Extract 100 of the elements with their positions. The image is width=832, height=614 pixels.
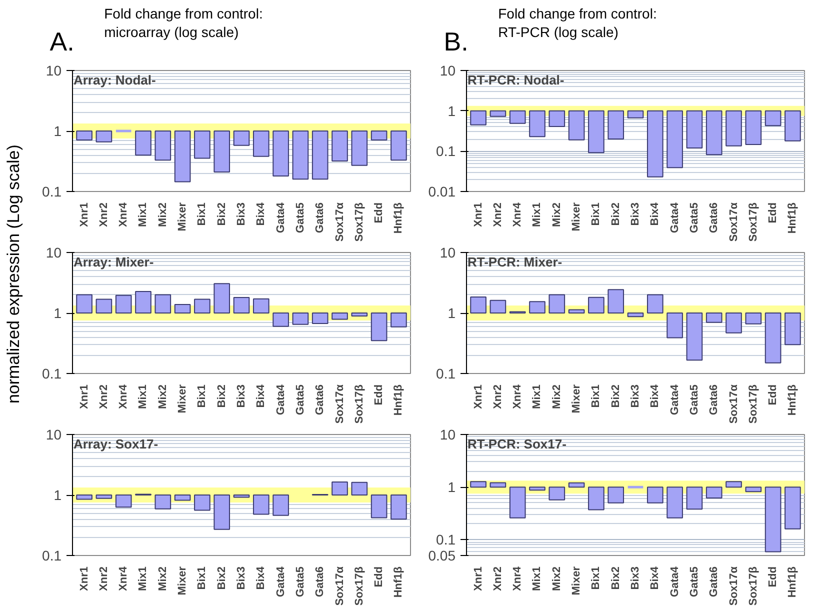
- x-tick-label: Gata4: [274, 384, 287, 416]
- bar: [351, 312, 368, 317]
- x-tick-label: Mixer: [570, 384, 583, 414]
- y-tick-label: 10: [46, 426, 62, 442]
- x-tick-label: Bix2: [216, 384, 228, 408]
- x-tick-label: Mixer: [176, 566, 189, 596]
- bar: [292, 312, 309, 325]
- x-tick-label: Bix4: [255, 566, 268, 590]
- y-tick-label: 0.05: [428, 548, 456, 564]
- bar: [135, 290, 152, 314]
- y-tick-label: 10: [440, 62, 456, 78]
- bar: [390, 494, 407, 520]
- bar: [726, 312, 742, 334]
- bar: [214, 283, 230, 314]
- x-tick-label: Xnr1: [78, 202, 90, 227]
- x-tick-label: Xnr1: [472, 384, 484, 409]
- bar: [666, 312, 683, 338]
- bar: [272, 312, 289, 327]
- x-tick-label: Xnr4: [118, 566, 130, 591]
- x-tick-label: Edd: [373, 202, 386, 224]
- y-tick-label: 1: [448, 305, 456, 321]
- bar: [312, 312, 328, 324]
- x-tick-label: Mixer: [176, 384, 189, 414]
- x-tick-label: Hnf1β: [786, 384, 799, 416]
- x-tick-label: Sox17β: [747, 384, 760, 424]
- x-tick-label: Gata6: [708, 202, 720, 234]
- x-tick-label: Bix1: [196, 566, 208, 590]
- x-tick-label: Gata6: [314, 384, 326, 416]
- x-tick-label: Gata4: [668, 384, 681, 416]
- x-tick-label: Gata5: [294, 384, 306, 416]
- x-tick-label: Edd: [767, 384, 780, 406]
- x-tick-label: Bix1: [590, 202, 602, 226]
- bar: [470, 296, 486, 314]
- x-tick-label: Gata4: [274, 202, 287, 234]
- x-tick-label: Sox17α: [728, 202, 740, 242]
- x-tick-label: Mix2: [156, 384, 169, 409]
- bar: [764, 312, 782, 364]
- x-tick-label: Mix1: [531, 566, 544, 591]
- x-tick-label: Mixer: [176, 202, 189, 232]
- x-tick-label: Xnr2: [492, 384, 504, 409]
- x-tick-label: Gata5: [688, 384, 700, 416]
- x-tick-label: Hnf1β: [392, 566, 405, 598]
- bar: [588, 296, 604, 314]
- x-tick-label: Mix2: [550, 384, 563, 409]
- x-tick-label: Xnr4: [118, 384, 130, 409]
- y-tick-label: 1: [54, 123, 62, 139]
- x-tick-label: Edd: [767, 566, 780, 588]
- y-tick-label: 1: [448, 102, 456, 119]
- x-tick-label: Gata6: [708, 566, 720, 598]
- y-tick-label: 10: [440, 244, 456, 260]
- x-tick-label: Xnr4: [512, 384, 524, 409]
- x-tick-label: Mix2: [550, 566, 563, 591]
- y-tick-label: 0.1: [42, 366, 62, 382]
- x-tick-label: Bix1: [196, 202, 208, 226]
- x-tick-label: Bix4: [255, 384, 268, 408]
- x-tick-label: Bix4: [649, 566, 662, 590]
- x-tick-label: Mix1: [531, 202, 544, 227]
- x-tick-label: Bix1: [590, 384, 602, 408]
- bar: [115, 494, 132, 508]
- x-tick-label: Sox17β: [747, 202, 760, 242]
- x-tick-label: Edd: [767, 202, 780, 224]
- y-tick-label: 0.1: [42, 548, 62, 564]
- bar: [233, 494, 250, 498]
- y-tick-label: 10: [440, 426, 456, 442]
- bar: [529, 301, 546, 314]
- x-tick-label: Xnr4: [512, 202, 524, 227]
- bar: [332, 312, 348, 320]
- x-tick-label: Bix3: [630, 384, 642, 408]
- x-tick-label: Sox17α: [334, 566, 346, 606]
- x-tick-label: Gata5: [688, 566, 700, 598]
- chart-subtitle: Fold change from control: microarray (log scale): [104, 5, 263, 40]
- x-tick-label: Bix2: [216, 202, 228, 226]
- x-tick-label: Bix2: [610, 566, 622, 590]
- x-tick-label: Mix1: [137, 384, 150, 409]
- x-tick-label: Gata5: [294, 202, 306, 234]
- bar: [370, 312, 388, 342]
- x-tick-label: Bix1: [196, 384, 208, 408]
- x-tick-label: Gata6: [708, 384, 720, 416]
- bar: [608, 289, 624, 314]
- bar: [252, 494, 270, 515]
- x-tick-label: Sox17α: [334, 384, 346, 424]
- bar: [174, 494, 191, 501]
- text: A.: [50, 26, 74, 56]
- y-tick-label: 0.1: [436, 143, 456, 160]
- y-tick-label: 0.1: [436, 532, 456, 548]
- x-tick-label: Gata4: [274, 566, 287, 598]
- x-tick-label: Xnr2: [492, 566, 504, 591]
- bar: [370, 494, 388, 518]
- x-tick-label: Bix3: [236, 566, 248, 590]
- bar: [214, 494, 230, 530]
- y-tick-label: 1: [54, 305, 62, 321]
- x-tick-label: Sox17β: [353, 202, 366, 242]
- y-tick-label: 0.1: [42, 184, 62, 200]
- chart-title: Array: Sox17-: [73, 436, 158, 452]
- bar: [194, 494, 210, 511]
- x-tick-label: Gata5: [294, 566, 306, 598]
- x-tick-label: Sox17β: [353, 566, 366, 606]
- y-tick-label: 1: [448, 479, 456, 496]
- x-tick-label: Bix4: [649, 202, 662, 226]
- x-tick-label: Gata6: [314, 566, 326, 598]
